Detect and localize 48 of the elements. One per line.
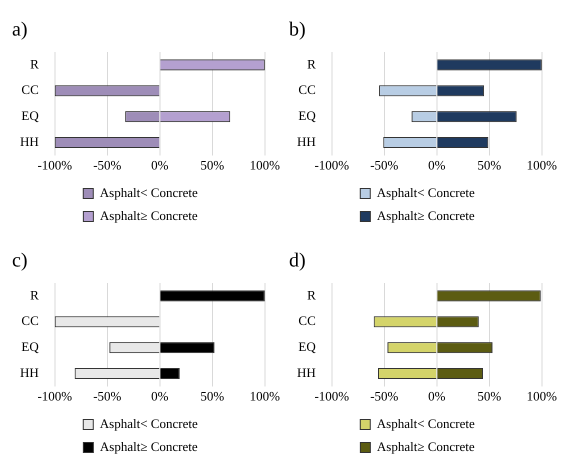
x-tick-label: 0% <box>428 388 446 404</box>
y-tick-label: EQ <box>21 108 40 124</box>
x-tick-label: -100% <box>37 158 72 173</box>
x-tick-label: -100% <box>37 388 72 404</box>
y-tick-label: HH <box>296 134 316 149</box>
y-tick-label: R <box>307 56 316 72</box>
x-tick-label: 0% <box>428 158 446 173</box>
y-tick-label: R <box>30 56 40 72</box>
chart-title: c) <box>12 249 28 272</box>
legend-label: Asphalt< Concrete <box>100 184 198 200</box>
x-tick-label: -100% <box>314 388 350 404</box>
chart-title: d) <box>289 249 306 272</box>
legend-label: Asphalt< Concrete <box>100 416 198 431</box>
y-tick-label: HH <box>296 364 316 380</box>
x-tick-label: 50% <box>200 158 224 173</box>
x-tick-label: -100% <box>314 158 350 173</box>
y-tick-label: R <box>30 287 40 302</box>
x-tick-label: 0% <box>151 388 169 404</box>
chart-title: a) <box>12 18 28 40</box>
y-tick-label: R <box>307 287 316 302</box>
y-tick-label: CC <box>298 82 316 98</box>
legend-label: Asphalt≥ Concrete <box>376 208 475 223</box>
x-tick-label: 0% <box>151 158 169 173</box>
legend-label: Asphalt≥ Concrete <box>100 208 198 223</box>
chart-title: b) <box>289 18 306 40</box>
x-tick-label: 100% <box>250 388 280 404</box>
y-tick-label: EQ <box>298 339 316 354</box>
x-tick-label: 50% <box>477 388 502 404</box>
x-tick-label: 100% <box>526 388 558 404</box>
x-tick-label: 50% <box>200 388 224 404</box>
legend-label: Asphalt≥ Concrete <box>376 438 475 454</box>
y-tick-label: CC <box>21 82 39 98</box>
y-tick-label: CC <box>298 313 316 328</box>
y-tick-label: EQ <box>298 108 316 124</box>
y-tick-label: EQ <box>21 339 40 354</box>
x-tick-label: 50% <box>477 158 502 173</box>
x-tick-label: -50% <box>370 388 399 404</box>
x-tick-label: 100% <box>526 158 558 173</box>
x-tick-label: -50% <box>370 158 399 173</box>
y-tick-label: CC <box>21 313 39 328</box>
y-tick-label: HH <box>20 134 39 149</box>
x-tick-label: 100% <box>250 158 280 173</box>
legend-label: Asphalt< Concrete <box>376 416 475 431</box>
y-tick-label: HH <box>20 364 39 380</box>
legend-label: Asphalt< Concrete <box>376 184 475 200</box>
legend-label: Asphalt≥ Concrete <box>100 438 198 454</box>
x-tick-label: -50% <box>93 158 122 173</box>
x-tick-label: -50% <box>93 388 122 404</box>
